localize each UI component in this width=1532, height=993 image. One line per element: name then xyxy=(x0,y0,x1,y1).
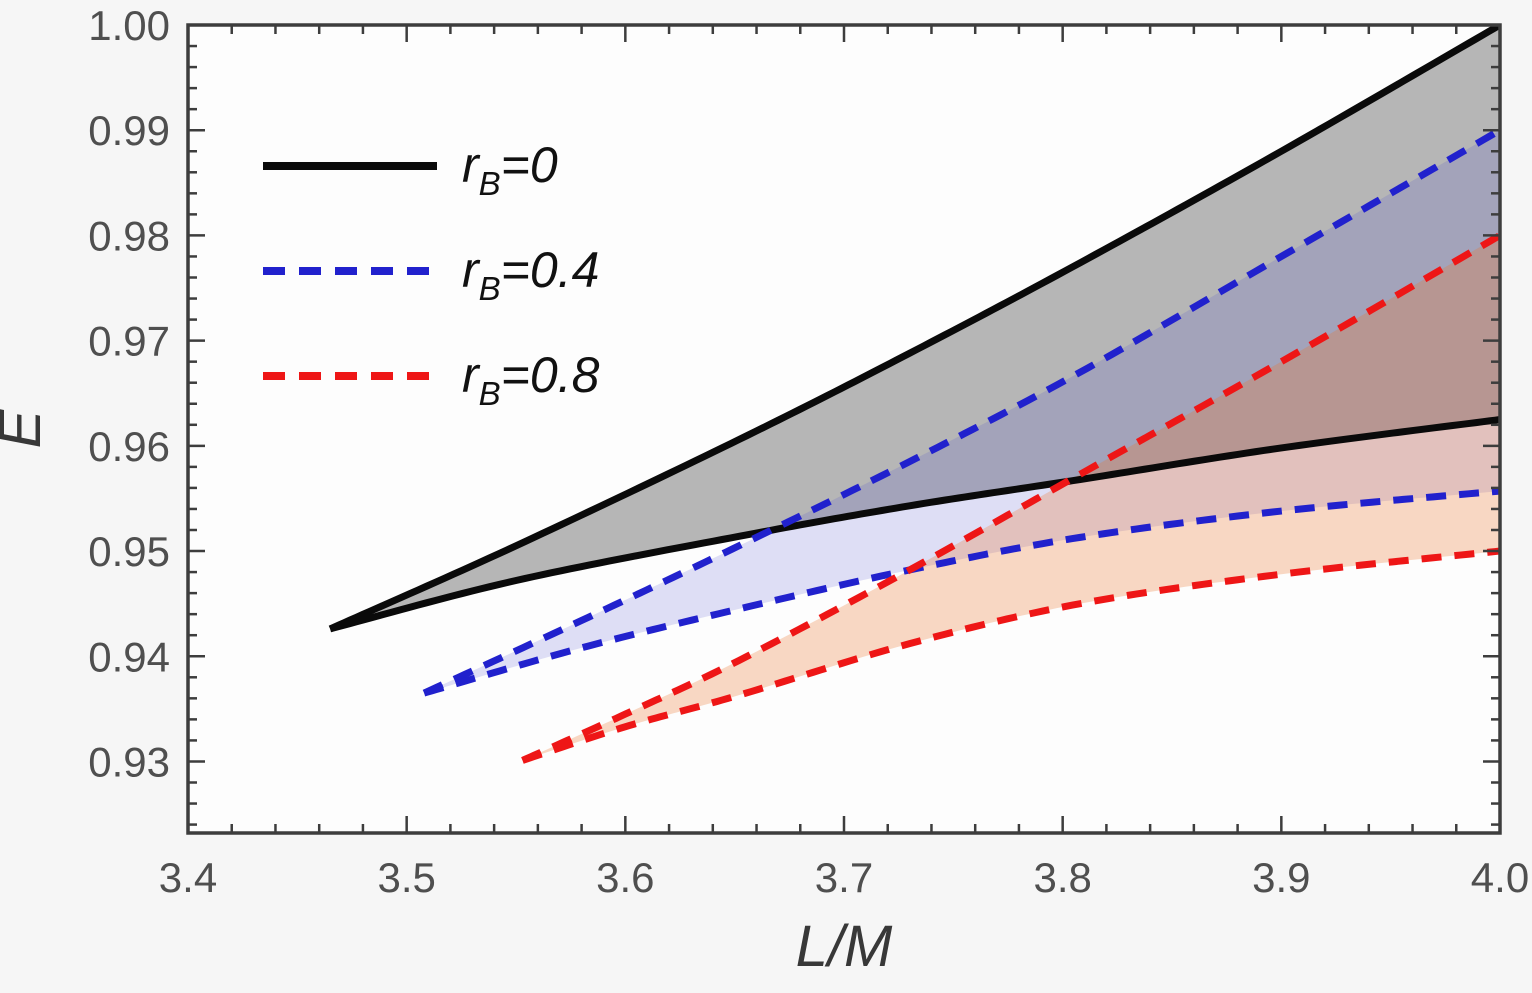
region-rB0-region xyxy=(330,25,1500,629)
curve-rB08-lower xyxy=(521,547,1500,764)
legend-label: rB=0 xyxy=(462,137,558,202)
curve-rB04-upper xyxy=(422,127,1500,697)
y-axis-label: E xyxy=(0,408,53,448)
legend-item-rB0: rB=0 xyxy=(263,137,558,202)
x-axis-tick-label: 4.0 xyxy=(1471,854,1529,901)
curve-rB0-upper xyxy=(328,25,1500,633)
x-axis-tick-label: 3.8 xyxy=(1033,854,1091,901)
ticks xyxy=(186,23,1502,833)
y-axis-tick-label: 0.98 xyxy=(88,212,170,259)
y-axis-tick-label: 0.94 xyxy=(88,633,170,680)
curve-rB08-upper xyxy=(521,232,1500,764)
x-axis-tick-label: 3.9 xyxy=(1252,854,1310,901)
legend: rB=0 rB=0.4 rB=0.8 xyxy=(263,137,600,412)
legend-label: rB=0.8 xyxy=(462,347,600,412)
x-axis-tick-label: 3.4 xyxy=(159,854,217,901)
legend-item-rB08: rB=0.8 xyxy=(263,347,600,412)
x-axis-label: L/M xyxy=(796,914,893,979)
y-axis-tick-label: 0.96 xyxy=(88,423,170,470)
plot-area xyxy=(188,25,1500,833)
y-axis-tick-label: 0.99 xyxy=(88,107,170,154)
x-axis-tick-label: 3.5 xyxy=(377,854,435,901)
x-axis-tick-label: 3.7 xyxy=(815,854,873,901)
legend-item-rB04: rB=0.4 xyxy=(263,242,599,307)
region-rB04-region xyxy=(424,130,1500,694)
y-axis-tick-label: 0.97 xyxy=(88,318,170,365)
y-axis-tick-label: 0.95 xyxy=(88,528,170,575)
x-axis-tick-label: 3.6 xyxy=(596,854,654,901)
y-axis-tick-label: 1.00 xyxy=(88,2,170,49)
plot-content xyxy=(328,25,1500,764)
region-rB08-region xyxy=(522,235,1500,761)
y-axis-tick-label: 0.93 xyxy=(88,738,170,785)
curve-rB0-lower xyxy=(329,416,1500,633)
legend-label: rB=0.4 xyxy=(462,242,599,307)
